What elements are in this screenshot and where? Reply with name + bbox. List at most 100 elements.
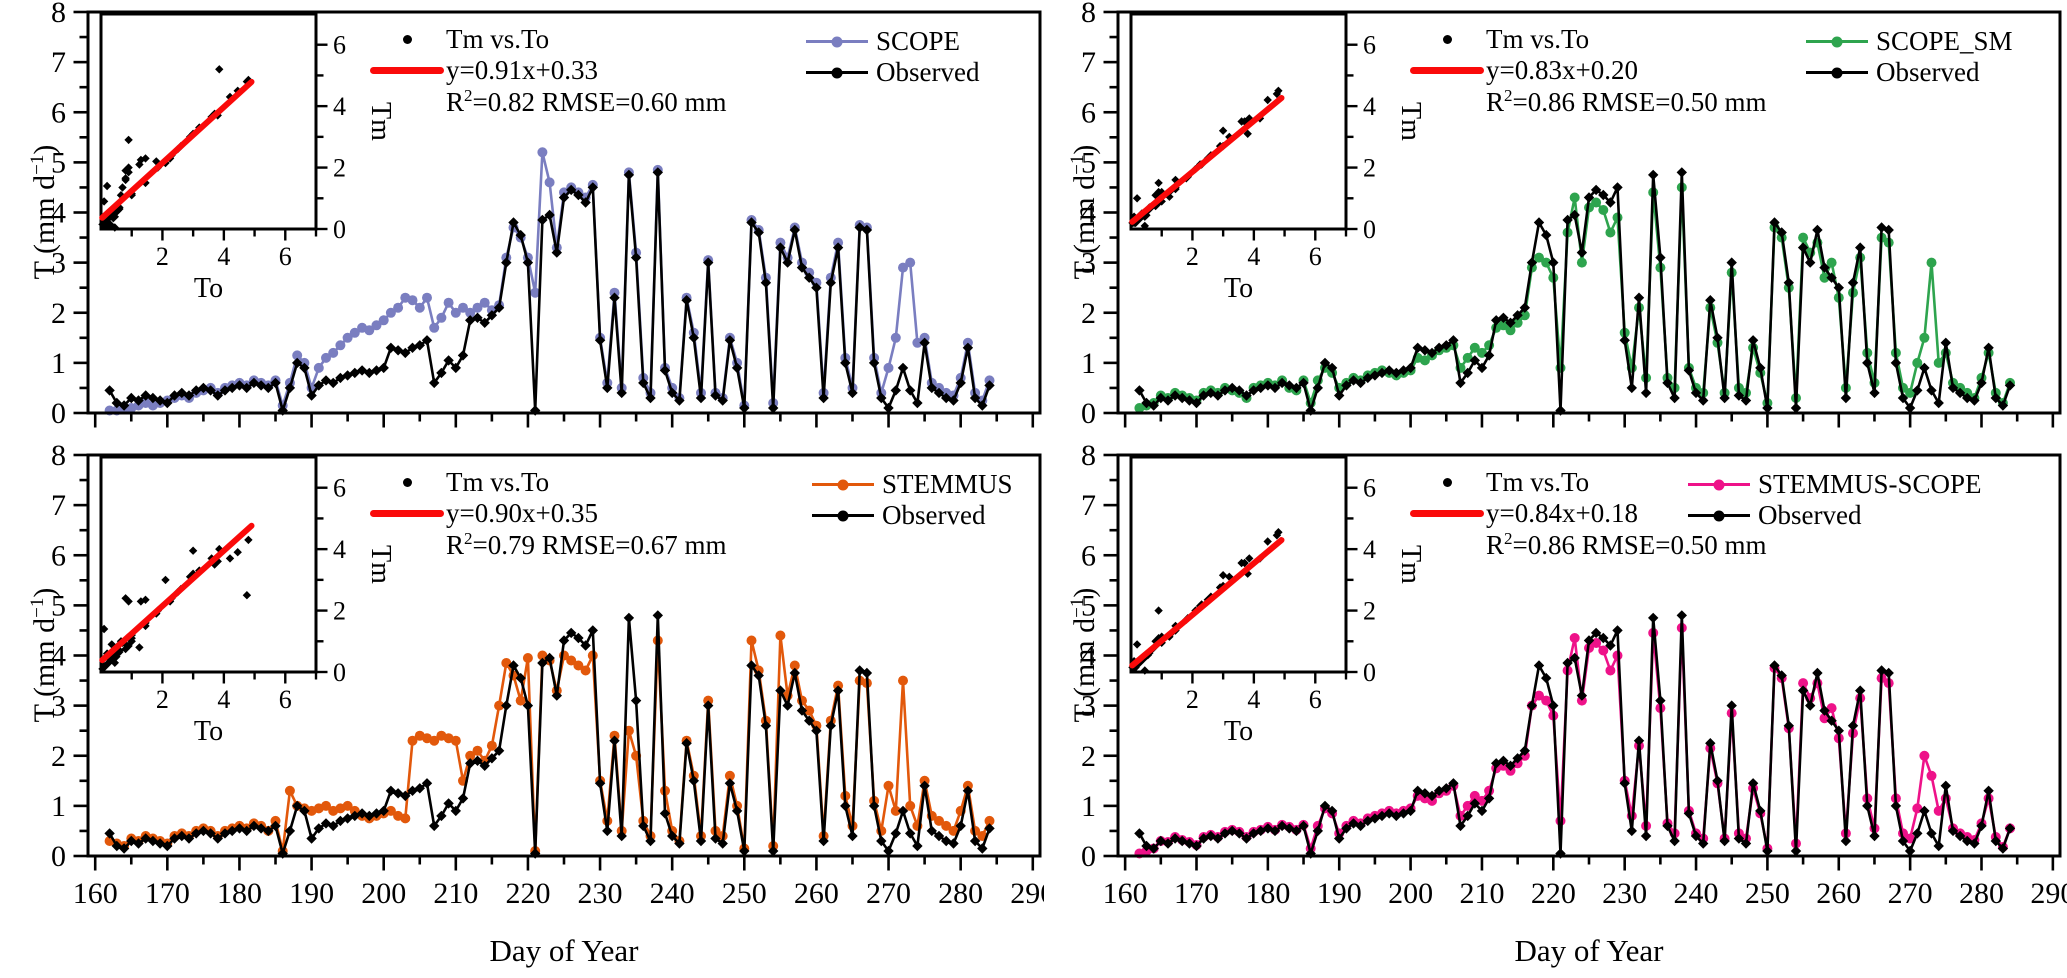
fit-stats-label: R2=0.79 RMSE=0.67 mm <box>446 529 727 560</box>
inset-x-tick-label: 6 <box>279 685 292 714</box>
y-tick-label: 4 <box>1081 197 1096 230</box>
legend-row: y=0.91x+0.33 <box>368 55 727 86</box>
scatter-marker-icon <box>1442 35 1452 44</box>
x-tick-label: 280 <box>1959 877 2004 910</box>
scatter-legend-label: Tm vs.To <box>1486 467 1590 497</box>
inset-y-axis-label: Tm <box>365 102 396 141</box>
inset-x-axis-label: To <box>194 273 223 304</box>
y-tick-label: 0 <box>51 397 66 430</box>
x-tick-label: 160 <box>73 877 118 910</box>
y-tick-label: 2 <box>51 297 66 330</box>
y-tick-label: 2 <box>1081 297 1096 330</box>
inset-x-tick-label: 2 <box>156 242 169 271</box>
observed-legend-label: Observed <box>876 57 980 87</box>
x-tick-label: 210 <box>433 877 478 910</box>
series-legend: STEMMUS-SCOPE Observed <box>1688 469 1982 531</box>
y-tick-label: 8 <box>1081 439 1096 472</box>
inset-x-tick-label: 6 <box>279 242 292 271</box>
scatter-marker-icon <box>1442 478 1452 487</box>
y-tick-label: 5 <box>51 589 66 622</box>
x-axis-title: Day of Year <box>1514 933 1664 968</box>
inset-x-axis-label: To <box>194 716 223 747</box>
inset-fit-line <box>99 522 255 664</box>
observed-legend-label: Observed <box>1758 500 1862 530</box>
inset-y-tick-label: 0 <box>1363 215 1376 244</box>
x-tick-label: 270 <box>1888 877 1933 910</box>
y-tick-label: 4 <box>51 640 66 673</box>
inset-x-axis-label: To <box>1224 273 1253 304</box>
inset-y-tick-label: 2 <box>333 597 346 626</box>
fit-legend: Tm vs.To y=0.84x+0.18 R2=0.86 RMSE=0.50 … <box>1408 467 1767 560</box>
fit-stats-label: R2=0.82 RMSE=0.60 mm <box>446 86 727 117</box>
y-axis-title: T (mm d−1) <box>1067 587 1101 723</box>
model-line-marker <box>812 479 874 490</box>
inset-y-tick-label: 0 <box>333 215 346 244</box>
y-tick-label: 4 <box>1081 640 1096 673</box>
inset-x-tick-label: 2 <box>1186 685 1199 714</box>
x-tick-label: 260 <box>794 877 839 910</box>
inset-y-tick-label: 4 <box>1363 92 1376 121</box>
inset-y-tick-label: 2 <box>1363 597 1376 626</box>
x-tick-label: 280 <box>938 877 983 910</box>
y-tick-label: 0 <box>1081 397 1096 430</box>
x-tick-label: 230 <box>578 877 623 910</box>
x-tick-label: 230 <box>1602 877 1647 910</box>
y-tick-label: 2 <box>1081 740 1096 773</box>
series-legend: SCOPE_SM Observed <box>1806 26 2013 88</box>
inset-x-tick-label: 4 <box>1247 685 1260 714</box>
inset-x-tick-label: 6 <box>1309 242 1322 271</box>
y-tick-label: 1 <box>1081 790 1096 823</box>
inset-fit-line <box>99 78 255 221</box>
model-legend-label: STEMMUS-SCOPE <box>1758 469 1982 499</box>
y-tick-label: 7 <box>1081 489 1096 522</box>
inset-y-tick-label: 4 <box>333 535 346 564</box>
inset-y-tick-label: 6 <box>1363 31 1376 60</box>
scatter-legend-label: Tm vs.To <box>1486 24 1590 54</box>
inset-y-axis-label: Tm <box>1395 102 1426 141</box>
y-tick-label: 1 <box>1081 347 1096 380</box>
model-line-marker <box>806 36 868 47</box>
inset-y-axis-label: Tm <box>365 545 396 584</box>
inset-y-tick-label: 6 <box>333 474 346 503</box>
fit-line-marker <box>1410 510 1484 517</box>
x-tick-label: 200 <box>1388 877 1433 910</box>
inset-y-tick-label: 2 <box>1363 154 1376 183</box>
observed-line-marker <box>812 510 874 521</box>
x-tick-label: 170 <box>1174 877 1219 910</box>
y-tick-label: 2 <box>51 740 66 773</box>
model-legend-label: SCOPE_SM <box>1876 26 2013 56</box>
panel-frame <box>1116 10 2062 415</box>
fit-equation-label: y=0.83x+0.20 <box>1486 55 1638 85</box>
panel-frame <box>86 10 1042 415</box>
y-tick-label: 3 <box>1081 247 1096 280</box>
fit-equation-label: y=0.84x+0.18 <box>1486 498 1638 528</box>
model-line-marker <box>1806 36 1868 47</box>
y-axis-title: T (mm d−1) <box>27 587 61 723</box>
inset-y-tick-label: 6 <box>333 31 346 60</box>
x-tick-label: 250 <box>722 877 767 910</box>
series-legend: STEMMUS Observed <box>812 469 1013 531</box>
scatter-marker-icon <box>402 35 412 44</box>
y-tick-label: 3 <box>51 690 66 723</box>
x-tick-label: 170 <box>145 877 190 910</box>
inset-y-tick-label: 0 <box>1363 658 1376 687</box>
fit-line-marker <box>370 67 444 74</box>
y-tick-label: 6 <box>51 539 66 572</box>
y-tick-label: 3 <box>1081 690 1096 723</box>
y-tick-label: 5 <box>1081 146 1096 179</box>
model-legend-label: SCOPE <box>876 26 961 56</box>
scatter-legend-label: Tm vs.To <box>446 467 550 497</box>
y-tick-label: 3 <box>51 247 66 280</box>
y-tick-label: 6 <box>51 96 66 129</box>
y-axis-title: T (mm d−1) <box>20 62 61 362</box>
inset-x-axis-label: To <box>1224 716 1253 747</box>
fit-stats-label: R2=0.86 RMSE=0.50 mm <box>1486 86 1767 117</box>
x-tick-label: 250 <box>1745 877 1790 910</box>
inset-fit-line <box>1129 537 1285 669</box>
x-tick-label: 240 <box>1674 877 1719 910</box>
fit-line-marker <box>1410 67 1484 74</box>
x-tick-label: 270 <box>866 877 911 910</box>
scatter-legend-label: Tm vs.To <box>446 24 550 54</box>
fit-legend: Tm vs.To y=0.90x+0.35 R2=0.79 RMSE=0.67 … <box>368 467 727 560</box>
